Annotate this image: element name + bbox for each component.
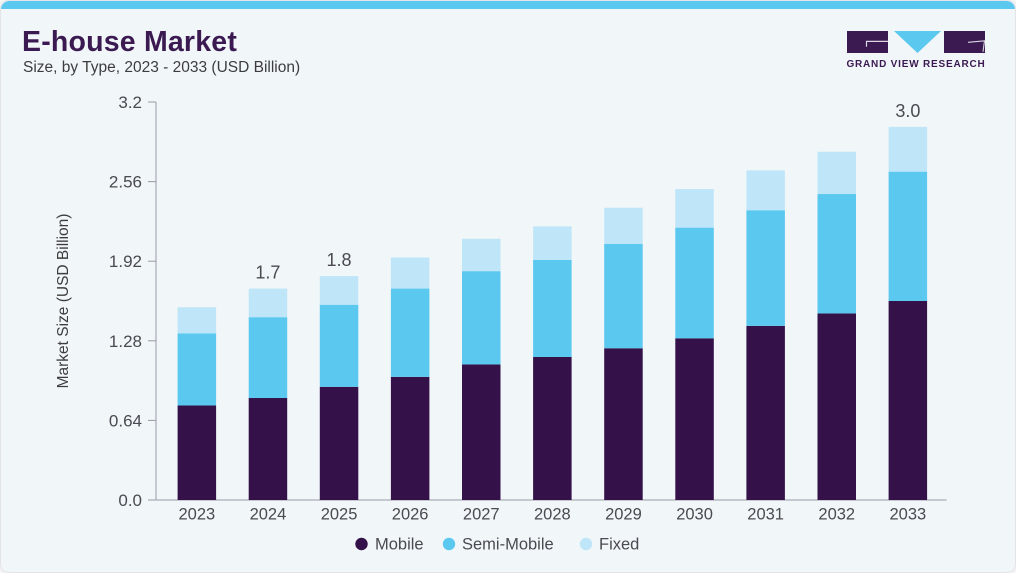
svg-text:2033: 2033 [889,506,926,524]
svg-text:2031: 2031 [747,506,784,524]
svg-text:2028: 2028 [534,506,571,524]
svg-text:2024: 2024 [250,506,287,524]
svg-text:3.0: 3.0 [895,101,920,121]
svg-text:1.7: 1.7 [255,263,280,283]
svg-text:2026: 2026 [392,506,429,524]
svg-text:1.8: 1.8 [327,250,352,270]
svg-text:0.0: 0.0 [118,491,142,510]
svg-text:Semi-Mobile: Semi-Mobile [462,536,554,554]
svg-text:2032: 2032 [818,506,855,524]
svg-text:2030: 2030 [676,506,713,524]
svg-text:2025: 2025 [321,506,358,524]
svg-text:0.64: 0.64 [109,411,142,430]
svg-text:2.56: 2.56 [109,173,142,192]
svg-text:2023: 2023 [178,506,215,524]
svg-text:Market Size (USD Billion): Market Size (USD Billion) [55,214,72,389]
svg-text:3.2: 3.2 [118,93,142,112]
svg-text:Fixed: Fixed [599,536,639,554]
svg-text:1.92: 1.92 [109,252,142,271]
svg-text:2029: 2029 [605,506,642,524]
svg-text:Mobile: Mobile [375,536,424,554]
svg-text:2027: 2027 [463,506,500,524]
svg-text:1.28: 1.28 [109,332,142,351]
